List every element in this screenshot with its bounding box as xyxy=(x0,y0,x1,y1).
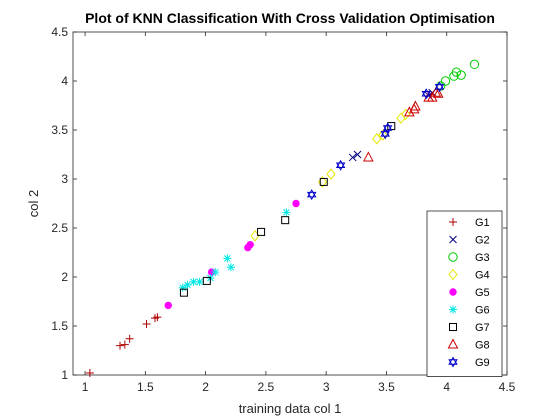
legend-box xyxy=(426,210,503,377)
point-G8-1 xyxy=(404,106,415,117)
x-axis-label: training data col 1 xyxy=(239,401,342,416)
point-G6-2 xyxy=(189,277,198,286)
point-G1-1 xyxy=(116,341,125,350)
legend-marker-G8 xyxy=(447,338,459,349)
point-G3-5 xyxy=(469,59,480,70)
x-tick-label: 2.5 xyxy=(258,380,275,394)
series-G8 xyxy=(363,86,444,162)
point-G9-4 xyxy=(421,88,431,100)
chart-title: Plot of KNN Classification With Cross Va… xyxy=(85,10,495,26)
point-G7-2 xyxy=(257,227,266,236)
legend-label: G5 xyxy=(475,287,490,299)
point-G7-0 xyxy=(179,288,188,297)
point-G3-4 xyxy=(456,70,466,80)
point-G9-5 xyxy=(434,81,445,93)
point-G4-6 xyxy=(401,108,411,121)
series-G1 xyxy=(85,313,162,378)
point-G6-8 xyxy=(282,208,291,217)
legend-label: G1 xyxy=(475,217,490,229)
legend-label: G4 xyxy=(475,270,490,282)
point-G3-1 xyxy=(440,76,451,86)
legend-marker-G6 xyxy=(449,305,457,314)
point-G6-1 xyxy=(183,280,192,289)
x-tick-label: 4.5 xyxy=(499,380,516,394)
x-tick-label: 2 xyxy=(202,380,209,394)
point-G6-5 xyxy=(211,268,220,277)
point-G6-3 xyxy=(195,277,204,286)
point-G2-0 xyxy=(348,153,357,162)
y-tick-label: 2.5 xyxy=(51,221,68,235)
point-G9-2 xyxy=(380,128,391,140)
point-G4-4 xyxy=(378,129,388,141)
series-G9 xyxy=(306,81,445,201)
point-G9-1 xyxy=(335,159,346,171)
y-tick-label: 1 xyxy=(61,368,68,382)
axes-box xyxy=(72,31,508,376)
legend-label: G7 xyxy=(475,322,490,334)
point-G7-3 xyxy=(281,216,290,225)
data-marks xyxy=(85,59,480,378)
point-G6-7 xyxy=(226,263,235,272)
point-G6-0 xyxy=(178,283,187,292)
legend-marker-G4 xyxy=(448,268,458,281)
point-G2-1 xyxy=(353,150,362,159)
y-tick-label: 1.5 xyxy=(51,319,68,333)
point-G1-0 xyxy=(85,369,94,378)
legend-marker-G5 xyxy=(449,288,457,296)
point-G8-3 xyxy=(410,100,421,111)
point-G5-0 xyxy=(164,301,172,310)
point-G8-0 xyxy=(363,151,374,162)
x-tick-label: 3 xyxy=(323,380,330,394)
y-tick-label: 3 xyxy=(61,172,68,186)
y-tick-label: 3.5 xyxy=(51,123,68,137)
point-G7-1 xyxy=(202,276,211,285)
legend-label: G9 xyxy=(475,357,490,369)
point-G8-7 xyxy=(432,87,444,98)
point-G1-4 xyxy=(142,320,151,329)
legend: G1 G2 G3 G4 G5 G6 G7 G8 G9 xyxy=(426,210,503,377)
series-G5 xyxy=(164,199,300,310)
x-tick-label: 1.5 xyxy=(137,380,154,394)
legend-marker-G3 xyxy=(448,252,458,262)
x-tick-label: 1 xyxy=(82,380,89,394)
point-G5-3 xyxy=(246,240,254,249)
point-G9-3 xyxy=(382,122,393,134)
legend-marker-G9 xyxy=(448,356,458,368)
point-G9-0 xyxy=(306,189,317,201)
x-tick-label: 4 xyxy=(443,380,450,394)
legend-marker-G7 xyxy=(449,323,457,331)
legend-label: G3 xyxy=(475,252,490,264)
point-G4-3 xyxy=(372,133,382,145)
point-G1-2 xyxy=(120,340,129,349)
point-G1-3 xyxy=(125,334,134,343)
legend-marker-G2 xyxy=(449,235,457,244)
y-tick-label: 4 xyxy=(61,74,68,88)
point-G8-6 xyxy=(430,86,442,97)
point-G1-6 xyxy=(153,313,162,322)
legend-label: G8 xyxy=(475,340,490,352)
legend-marker-G1 xyxy=(449,218,457,226)
point-G3-3 xyxy=(451,67,462,77)
point-G5-4 xyxy=(292,199,300,208)
y-axis-label: col 2 xyxy=(26,190,41,217)
y-tick-label: 4.5 xyxy=(51,25,68,39)
legend-label: G2 xyxy=(475,235,490,247)
point-G7-4 xyxy=(319,177,328,186)
point-G6-6 xyxy=(223,254,232,263)
legend-label: G6 xyxy=(475,305,490,317)
point-G4-2 xyxy=(326,168,336,180)
x-tick-label: 3.5 xyxy=(378,380,395,394)
y-tick-label: 2 xyxy=(61,270,68,284)
